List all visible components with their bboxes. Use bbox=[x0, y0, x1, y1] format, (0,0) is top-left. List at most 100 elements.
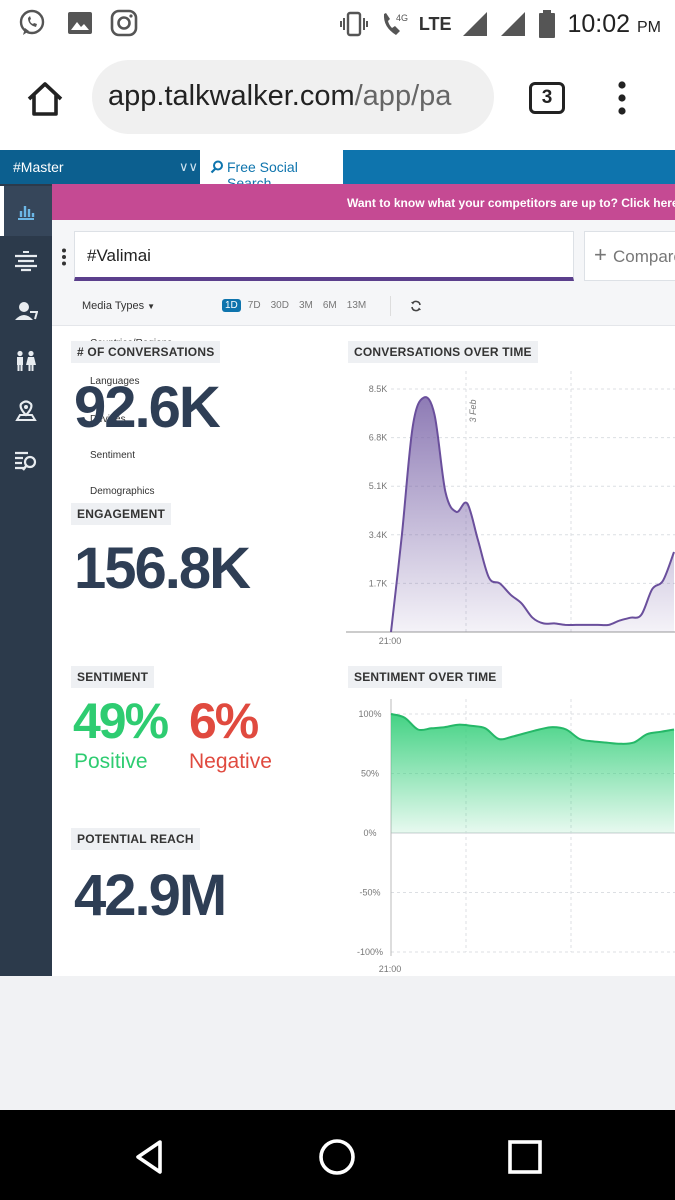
back-icon[interactable] bbox=[128, 1135, 172, 1179]
status-bar: 4G LTE 10:02 PM bbox=[0, 0, 675, 48]
sidebar-item-location[interactable] bbox=[0, 386, 52, 436]
engagement-value: 156.8K bbox=[74, 536, 251, 601]
date-annotation: 3 Feb bbox=[468, 399, 478, 422]
search-query: #Valimai bbox=[87, 246, 151, 265]
clock: 10:02 PM bbox=[567, 9, 661, 38]
range-13m[interactable]: 13M bbox=[346, 300, 367, 311]
engagement-label: ENGAGEMENT bbox=[71, 503, 172, 525]
sidebar-item-feed[interactable] bbox=[0, 236, 52, 286]
main-content: #Valimai + Compare Media Types▼ 1D 7D 30… bbox=[52, 220, 675, 976]
sentiment-line bbox=[390, 713, 675, 745]
search-icon bbox=[210, 160, 223, 174]
reach-value: 42.9M bbox=[74, 863, 227, 928]
promo-banner-text: Want to know what your competitors are u… bbox=[347, 196, 675, 210]
promo-banner[interactable]: Want to know what your competitors are u… bbox=[52, 184, 675, 220]
more-menu-icon[interactable] bbox=[612, 78, 632, 118]
filter-option-sentiment[interactable]: Sentiment bbox=[90, 450, 136, 461]
sentiment-area bbox=[391, 714, 674, 833]
divider bbox=[52, 325, 675, 326]
android-nav-bar bbox=[0, 1110, 675, 1200]
sidebar-item-search-list[interactable] bbox=[0, 436, 52, 486]
volte-call-icon: 4G bbox=[383, 13, 408, 35]
conversations-value: 92.6K bbox=[74, 375, 221, 440]
y-tick-label: -100% bbox=[357, 947, 383, 957]
location-icon bbox=[15, 400, 37, 421]
y-tick-label: 100% bbox=[358, 709, 381, 719]
battery-icon bbox=[539, 10, 556, 38]
conversations-label: # OF CONVERSATIONS bbox=[71, 341, 221, 363]
project-name: #Master bbox=[13, 159, 64, 175]
gallery-icon bbox=[68, 12, 92, 34]
left-sidebar bbox=[0, 184, 52, 976]
reach-label: POTENTIAL REACH bbox=[71, 828, 200, 850]
options-kebab-icon[interactable] bbox=[61, 248, 67, 266]
analytics-icon bbox=[18, 206, 35, 220]
caret-down-icon: ▼ bbox=[147, 302, 156, 311]
range-1d[interactable]: 1D bbox=[222, 299, 241, 312]
range-7d[interactable]: 7D bbox=[247, 300, 261, 311]
x-tick-label: 21:00 bbox=[379, 964, 402, 974]
search-list-icon bbox=[15, 451, 37, 471]
home-nav-icon[interactable] bbox=[315, 1135, 359, 1179]
y-tick-label: 6.8K bbox=[369, 433, 388, 443]
tab-free-social-search[interactable]: Free Social Search bbox=[200, 150, 343, 191]
sentiment-chart-title: SENTIMENT OVER TIME bbox=[348, 666, 503, 688]
app-header: #Master ∨∨ Free Social Search bbox=[0, 150, 675, 191]
conversations-chart-title: CONVERSATIONS OVER TIME bbox=[348, 341, 538, 363]
sentiment-chart: 100% 50% 0% -50% -100% 21:00 bbox=[346, 694, 675, 976]
compare-button[interactable]: + Compare bbox=[584, 231, 675, 281]
range-30d[interactable]: 30D bbox=[270, 300, 289, 311]
filter-option-devices[interactable]: Devices bbox=[90, 414, 126, 425]
compare-label: Compare bbox=[613, 247, 675, 266]
conversations-area bbox=[391, 397, 674, 632]
demographics-icon bbox=[17, 350, 36, 371]
conversations-chart: 8.5K 6.8K 5.1K 3.4K 1.7K 3 Feb 21:00 bbox=[346, 366, 675, 656]
sentiment-label: SENTIMENT bbox=[71, 666, 155, 688]
network-type: LTE bbox=[418, 13, 452, 34]
sidebar-item-influencers[interactable] bbox=[0, 286, 52, 336]
range-3m[interactable]: 3M bbox=[298, 300, 313, 311]
tab-switcher-button[interactable]: 3 bbox=[529, 82, 565, 114]
filter-option-demographics[interactable]: Demographics bbox=[90, 486, 155, 497]
browser-toolbar: app.talkwalker.com/app/pa 3 bbox=[0, 48, 675, 150]
refresh-icon[interactable] bbox=[410, 300, 422, 312]
search-toolbar: #Valimai + Compare Media Types▼ 1D 7D 30… bbox=[52, 220, 675, 326]
sidebar-item-analytics[interactable] bbox=[0, 186, 52, 236]
y-tick-label: 5.1K bbox=[369, 481, 388, 491]
influencers-icon bbox=[15, 302, 38, 320]
x-tick-label: 21:00 bbox=[379, 636, 402, 646]
filter-option-languages[interactable]: Languages bbox=[90, 376, 140, 387]
positive-label: Positive bbox=[74, 750, 148, 773]
project-selector[interactable]: #Master ∨∨ bbox=[0, 150, 200, 184]
sidebar-item-demographics[interactable] bbox=[0, 336, 52, 386]
negative-value: 6% bbox=[189, 693, 259, 749]
whatsapp-icon bbox=[19, 9, 45, 35]
signal-icon bbox=[501, 12, 526, 36]
y-tick-label: 8.5K bbox=[369, 384, 388, 394]
conversations-line bbox=[390, 396, 675, 633]
url-path: /app/pa bbox=[354, 80, 452, 112]
time-range-selector: 1D 7D 30D 3M 6M 13M bbox=[222, 299, 369, 312]
search-input[interactable]: #Valimai bbox=[74, 231, 574, 281]
feed-icon bbox=[15, 251, 37, 272]
instagram-icon bbox=[110, 9, 138, 37]
chevron-down-icon: ∨∨ bbox=[179, 159, 199, 174]
home-icon[interactable] bbox=[24, 78, 66, 120]
negative-label: Negative bbox=[189, 750, 272, 773]
address-bar[interactable]: app.talkwalker.com/app/pa bbox=[92, 60, 494, 134]
vibrate-icon bbox=[339, 11, 368, 37]
y-tick-label: 50% bbox=[361, 769, 379, 779]
y-tick-label: 1.7K bbox=[369, 578, 388, 588]
y-tick-label: 3.4K bbox=[369, 530, 388, 540]
signal-icon bbox=[463, 12, 488, 36]
toolbar-divider bbox=[390, 296, 391, 316]
positive-value: 49% bbox=[73, 693, 169, 749]
recents-icon[interactable] bbox=[503, 1135, 547, 1179]
media-types-dropdown[interactable]: Media Types ▼ bbox=[82, 300, 156, 312]
y-tick-label: 0% bbox=[363, 828, 376, 838]
svg-text:4G: 4G bbox=[396, 13, 408, 23]
y-tick-label: -50% bbox=[359, 888, 380, 898]
plus-icon: + bbox=[594, 242, 607, 267]
url-host: app.talkwalker.com bbox=[108, 80, 355, 112]
range-6m[interactable]: 6M bbox=[322, 300, 337, 311]
